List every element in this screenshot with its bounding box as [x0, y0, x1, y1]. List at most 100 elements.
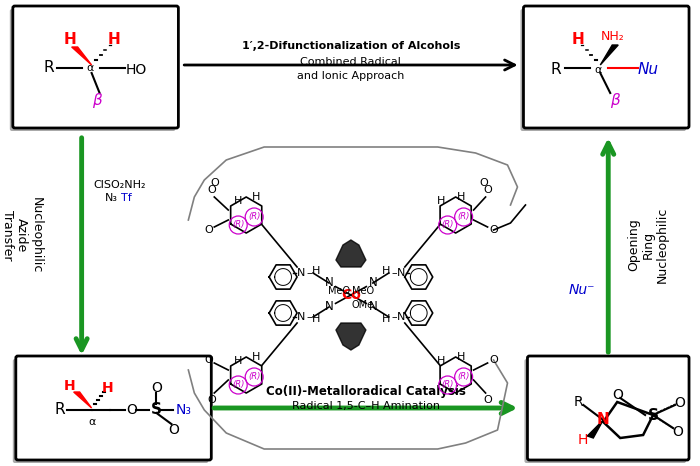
Text: β: β	[610, 94, 620, 109]
Text: H: H	[64, 379, 76, 393]
Text: OMe: OMe	[352, 300, 374, 310]
Text: α: α	[86, 63, 93, 73]
Text: H: H	[456, 352, 465, 362]
Polygon shape	[601, 45, 618, 65]
Text: N: N	[397, 268, 405, 278]
Text: H: H	[234, 196, 242, 206]
Text: R: R	[550, 62, 561, 77]
Text: O: O	[612, 388, 623, 402]
Text: H: H	[456, 192, 465, 202]
Text: –: –	[306, 268, 312, 278]
Text: (R): (R)	[442, 220, 454, 229]
Text: ClSO₂NH₂: ClSO₂NH₂	[93, 180, 146, 190]
FancyBboxPatch shape	[13, 359, 209, 463]
Text: H: H	[437, 356, 445, 366]
Text: O: O	[489, 355, 498, 365]
Text: H: H	[252, 352, 260, 362]
Text: (R): (R)	[232, 381, 244, 390]
Text: Co: Co	[341, 288, 361, 302]
FancyBboxPatch shape	[16, 356, 211, 460]
FancyBboxPatch shape	[521, 9, 686, 131]
Polygon shape	[587, 420, 603, 438]
Text: H: H	[312, 266, 320, 276]
Text: H: H	[572, 32, 584, 47]
Text: α: α	[88, 417, 95, 427]
Text: N: N	[368, 301, 377, 314]
Text: N₃: N₃	[176, 403, 191, 417]
Text: 1′,2-Difunctionalization of Alcohols: 1′,2-Difunctionalization of Alcohols	[241, 41, 460, 51]
Polygon shape	[74, 392, 92, 408]
Text: Ring: Ring	[642, 231, 654, 259]
Text: O: O	[673, 425, 683, 439]
Text: N: N	[397, 312, 405, 322]
Text: H: H	[252, 192, 260, 202]
Text: S: S	[648, 407, 659, 423]
Text: H: H	[382, 314, 390, 324]
Text: O: O	[675, 396, 685, 410]
Text: O: O	[204, 225, 213, 235]
Text: H: H	[102, 381, 113, 395]
Text: H: H	[382, 266, 390, 276]
Text: O: O	[480, 178, 488, 188]
Text: –: –	[306, 312, 312, 322]
Text: R: R	[573, 395, 583, 409]
Text: Nucleophilic: Nucleophilic	[656, 207, 668, 283]
Text: NH₂: NH₂	[601, 30, 624, 43]
Text: O: O	[151, 381, 162, 395]
FancyBboxPatch shape	[13, 6, 178, 128]
FancyBboxPatch shape	[524, 6, 689, 128]
Text: O: O	[483, 395, 492, 405]
Text: Co(II)-Metalloradical Catalysis: Co(II)-Metalloradical Catalysis	[266, 385, 466, 398]
Text: Opening: Opening	[628, 219, 640, 271]
Text: Combined Radical: Combined Radical	[300, 57, 401, 67]
Text: O: O	[207, 185, 216, 195]
Text: (R): (R)	[232, 220, 244, 229]
Text: S: S	[151, 403, 162, 418]
Text: H: H	[234, 356, 242, 366]
Text: H: H	[312, 314, 320, 324]
Text: O: O	[168, 423, 178, 437]
Text: O: O	[126, 403, 137, 417]
Text: H: H	[107, 32, 120, 47]
Text: MeO: MeO	[328, 286, 350, 296]
Text: (R): (R)	[457, 212, 470, 221]
Text: N: N	[368, 276, 377, 289]
Text: Radical 1,5-C–H Amination: Radical 1,5-C–H Amination	[292, 401, 440, 411]
Text: α: α	[594, 65, 602, 75]
Text: Transfer: Transfer	[1, 210, 14, 260]
Text: N: N	[325, 301, 333, 314]
Text: MeO: MeO	[352, 286, 374, 296]
Text: N₃: N₃	[105, 193, 118, 203]
Text: O: O	[210, 178, 218, 188]
Text: O: O	[489, 225, 498, 235]
Text: R: R	[43, 61, 54, 75]
Text: (R): (R)	[457, 372, 470, 382]
Text: and Ionic Approach: and Ionic Approach	[298, 71, 405, 81]
Text: N: N	[297, 268, 305, 278]
Polygon shape	[336, 323, 366, 350]
Text: (R): (R)	[442, 381, 454, 390]
Text: –: –	[391, 312, 397, 322]
Text: (R): (R)	[248, 212, 260, 221]
Text: O: O	[483, 185, 492, 195]
Text: O: O	[207, 395, 216, 405]
Text: Tf: Tf	[121, 193, 132, 203]
Text: Nu: Nu	[638, 62, 659, 77]
Text: Nucleophilic: Nucleophilic	[29, 197, 42, 273]
Text: H: H	[437, 196, 445, 206]
Text: HO: HO	[126, 63, 147, 77]
Polygon shape	[71, 47, 92, 65]
Text: N: N	[597, 412, 610, 427]
Text: N: N	[325, 276, 333, 289]
Text: R: R	[55, 403, 65, 418]
Text: Nu⁻: Nu⁻	[569, 283, 596, 297]
FancyBboxPatch shape	[528, 356, 689, 460]
Text: O: O	[204, 355, 213, 365]
Text: H: H	[578, 433, 589, 447]
Text: H: H	[63, 32, 76, 47]
Polygon shape	[336, 240, 366, 267]
Text: Azide: Azide	[15, 218, 28, 252]
Text: β: β	[92, 94, 102, 109]
FancyBboxPatch shape	[524, 359, 686, 463]
Text: (R): (R)	[248, 372, 260, 382]
